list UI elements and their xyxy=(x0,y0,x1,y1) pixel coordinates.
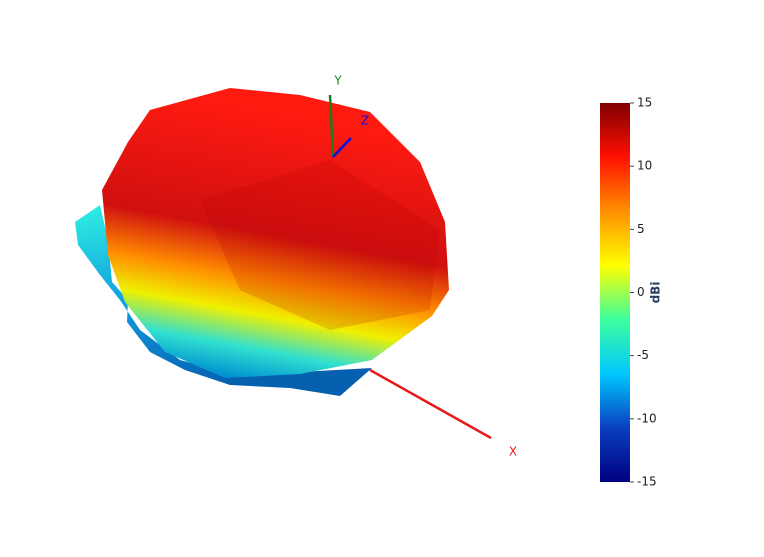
colorbar-tick-label: -10 xyxy=(637,411,657,425)
axis-label-y: Y xyxy=(333,74,342,88)
colorbar-title: dBi xyxy=(649,282,663,304)
colorbar: -15 -10 -5 0 5 10 15 dBi xyxy=(600,96,663,489)
axis-x xyxy=(369,368,492,440)
colorbar-scale xyxy=(600,103,630,482)
colorbar-tick-label: 10 xyxy=(637,159,652,173)
colorbar-tick-label: 5 xyxy=(637,222,645,236)
axis-y xyxy=(328,94,335,158)
colorbar-tick-label: -15 xyxy=(637,475,657,489)
axis-label-z: Z xyxy=(361,114,369,128)
radiation-pattern xyxy=(75,88,449,396)
colorbar-tick-label: -5 xyxy=(637,348,649,362)
pattern-main-lobe xyxy=(102,88,449,378)
axes: X Y Z xyxy=(328,74,517,459)
colorbar-tick-label: 0 xyxy=(637,285,645,299)
axis-z xyxy=(332,137,352,158)
axis-label-x: X xyxy=(509,445,517,459)
pattern-shade xyxy=(200,160,440,330)
pattern-back-lobe xyxy=(75,205,372,396)
colorbar-tick-label: 15 xyxy=(637,96,652,110)
